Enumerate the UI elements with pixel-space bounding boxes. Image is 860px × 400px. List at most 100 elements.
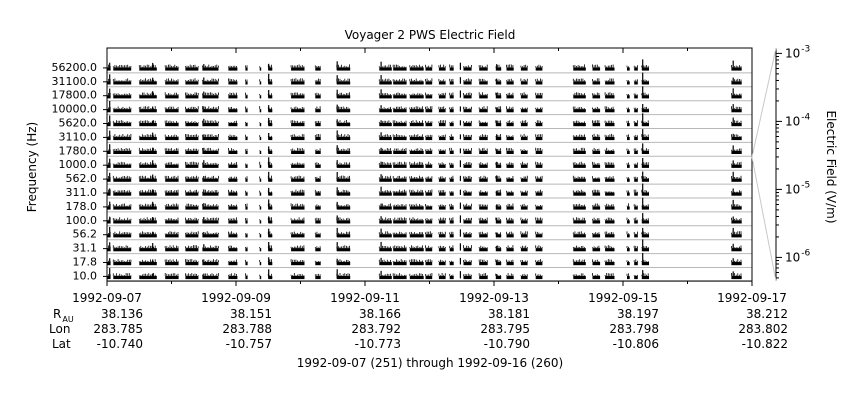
data-trace-segment	[409, 67, 424, 71]
data-trace-segment	[379, 178, 392, 182]
data-trace-segment	[605, 123, 615, 127]
data-trace-segment	[641, 150, 649, 154]
data-trace-noise	[290, 259, 305, 262]
data-trace-noise	[336, 147, 350, 151]
data-trace-noise	[449, 162, 454, 165]
data-trace-segment	[506, 67, 514, 71]
y-tick-label: 17800.0	[52, 89, 98, 102]
data-trace-noise	[604, 203, 614, 207]
x-tick-label: 1992-09-11	[330, 291, 400, 305]
data-trace-noise	[633, 134, 638, 137]
data-trace-segment	[107, 178, 111, 182]
data-trace-segment	[165, 123, 179, 127]
data-trace-noise	[506, 78, 514, 82]
data-trace-segment	[449, 150, 454, 154]
data-trace-segment	[113, 81, 132, 85]
data-trace-segment	[336, 248, 351, 252]
y-tick-label: 10.0	[73, 269, 98, 282]
data-trace-noise	[641, 134, 649, 137]
data-trace-noise	[409, 64, 423, 68]
data-trace-noise	[495, 64, 501, 68]
data-trace-noise	[626, 273, 629, 276]
data-trace-segment	[409, 81, 424, 85]
data-trace-noise	[506, 92, 514, 96]
data-trace-noise	[185, 106, 199, 110]
data-trace-segment	[520, 178, 528, 182]
data-trace-segment	[731, 136, 742, 141]
data-trace-segment	[520, 192, 528, 196]
data-trace-segment	[605, 109, 615, 113]
data-trace-segment	[479, 150, 488, 154]
data-trace-segment	[259, 136, 262, 141]
data-trace-segment	[113, 123, 132, 127]
data-trace-noise	[520, 260, 528, 262]
data-trace-segment	[463, 81, 472, 85]
data-trace-noise	[245, 121, 248, 123]
data-trace-noise	[572, 64, 585, 68]
data-trace-segment	[379, 109, 392, 113]
data-trace-segment	[165, 262, 179, 266]
ephemeris-lat-value: -10.822	[742, 337, 788, 351]
data-trace-segment	[463, 136, 472, 141]
data-trace-noise	[641, 204, 649, 207]
data-trace-segment	[438, 192, 446, 196]
data-trace-noise	[425, 189, 433, 193]
data-trace-segment	[634, 234, 638, 238]
data-trace-segment	[245, 192, 248, 196]
data-trace-noise	[641, 120, 649, 123]
data-trace-noise	[438, 190, 446, 193]
data-trace-noise	[392, 259, 407, 262]
data-trace-noise	[604, 245, 614, 249]
data-trace-noise	[604, 162, 614, 165]
data-trace-noise	[449, 231, 454, 235]
data-trace-segment	[520, 206, 528, 210]
data-trace-noise	[572, 78, 585, 82]
data-trace-segment	[409, 248, 424, 252]
data-trace-noise	[438, 245, 446, 249]
data-trace-segment	[449, 109, 454, 113]
gridlines	[107, 72, 752, 282]
data-trace-segment	[268, 206, 273, 210]
data-trace-segment	[202, 123, 219, 127]
data-trace-segment	[409, 262, 424, 266]
data-trace-noise	[572, 120, 585, 123]
data-trace-segment	[185, 206, 199, 210]
data-trace-noise	[392, 106, 407, 110]
data-trace-noise	[641, 79, 649, 82]
data-trace-segment	[520, 67, 528, 71]
data-trace-segment	[228, 123, 238, 127]
data-trace-segment	[425, 220, 433, 224]
data-trace-noise	[478, 175, 488, 179]
data-trace-segment	[113, 275, 132, 280]
data-trace-segment	[506, 275, 514, 280]
data-trace-segment	[315, 206, 321, 210]
data-trace-segment	[107, 192, 111, 196]
data-trace-noise	[592, 147, 600, 151]
data-trace-noise	[202, 203, 219, 207]
data-trace-noise	[164, 120, 179, 123]
data-trace-segment	[139, 234, 157, 238]
data-trace-noise	[626, 94, 629, 96]
data-trace-noise	[112, 93, 132, 96]
data-trace-segment	[731, 275, 742, 280]
data-trace-segment	[731, 150, 742, 154]
data-trace-noise	[228, 259, 237, 262]
data-trace-noise	[392, 134, 407, 137]
data-trace-segment	[605, 275, 615, 280]
data-trace-noise	[228, 245, 237, 249]
data-trace-noise	[409, 78, 423, 82]
data-trace-noise	[449, 106, 454, 110]
data-trace-noise	[336, 133, 350, 137]
data-trace-segment	[315, 81, 321, 85]
data-trace-segment	[291, 220, 305, 224]
data-trace-segment	[259, 206, 262, 210]
colorbar-label: Electric Field (V/m)	[824, 110, 838, 223]
y-tick-label: 31.1	[73, 242, 98, 255]
y-tick-labels: 56200.031100.017800.010000.05620.03110.0…	[52, 61, 98, 282]
data-trace-segment	[139, 136, 157, 141]
data-trace-segment	[185, 192, 199, 196]
data-trace-segment	[336, 192, 351, 196]
data-trace-noise	[572, 203, 585, 207]
data-trace-noise	[463, 259, 472, 262]
data-trace-segment	[592, 123, 601, 127]
